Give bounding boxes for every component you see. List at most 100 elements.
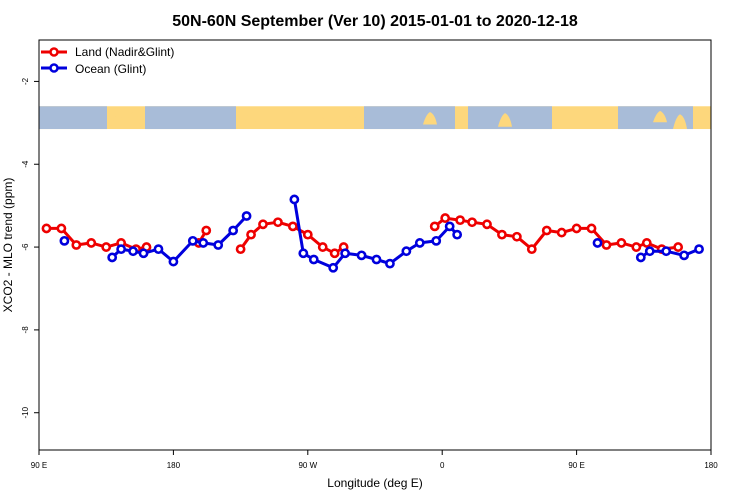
data-point bbox=[541, 225, 552, 236]
data-point bbox=[616, 238, 627, 248]
legend-ocean-marker bbox=[49, 63, 59, 73]
data-point bbox=[201, 225, 212, 236]
x-tick-label: 0 bbox=[440, 461, 445, 470]
data-point bbox=[213, 240, 224, 250]
legend-ocean-label: Ocean (Glint) bbox=[75, 62, 146, 76]
data-point bbox=[308, 254, 319, 265]
legend-land-marker bbox=[49, 47, 59, 57]
legend: Land (Nadir&Glint) Ocean (Glint) bbox=[41, 45, 174, 76]
data-point bbox=[86, 238, 97, 248]
data-point bbox=[228, 225, 239, 236]
data-point bbox=[511, 231, 522, 242]
data-point bbox=[444, 221, 455, 232]
data-point bbox=[329, 248, 340, 259]
data-point bbox=[431, 235, 442, 246]
map-strip-landmass bbox=[653, 110, 667, 123]
y-axis-label: XCO2 - MLO trend (ppm) bbox=[1, 178, 15, 313]
data-point bbox=[101, 242, 112, 252]
data-point bbox=[661, 246, 672, 257]
data-point bbox=[246, 229, 256, 240]
data-point bbox=[673, 242, 684, 252]
data-point bbox=[235, 244, 246, 255]
series-land bbox=[41, 213, 684, 259]
data-point bbox=[168, 256, 179, 267]
y-axis: -2 -4 -6 -8 -10 bbox=[21, 77, 39, 419]
data-point bbox=[401, 246, 412, 257]
map-strip-ocean bbox=[468, 106, 552, 130]
data-point bbox=[635, 252, 646, 263]
data-point bbox=[601, 240, 612, 250]
data-point bbox=[694, 244, 704, 255]
data-point bbox=[455, 215, 466, 226]
series-ocean bbox=[59, 194, 704, 273]
data-point bbox=[298, 248, 309, 259]
data-point bbox=[198, 238, 209, 248]
map-strip-ocean bbox=[39, 106, 107, 130]
x-tick-label: 90 W bbox=[298, 461, 317, 470]
y-tick-label: -8 bbox=[21, 326, 30, 334]
map-strip-landmass bbox=[423, 111, 437, 125]
x-tick-label: 180 bbox=[704, 461, 718, 470]
data-point bbox=[586, 223, 597, 234]
map-strip-landmass bbox=[243, 113, 257, 130]
legend-land-label: Land (Nadir&Glint) bbox=[75, 45, 174, 59]
x-tick-label: 180 bbox=[167, 461, 181, 470]
map-strip-landmass bbox=[498, 113, 512, 127]
data-point bbox=[340, 248, 351, 259]
data-point bbox=[116, 244, 127, 255]
x-axis: 90 E 180 90 W 0 90 E 180 bbox=[31, 450, 718, 470]
data-point bbox=[317, 242, 328, 252]
data-point bbox=[71, 240, 82, 250]
data-point bbox=[258, 219, 268, 230]
x-tick-label: 90 E bbox=[568, 461, 584, 470]
map-strip-landmass bbox=[283, 110, 297, 123]
data-point bbox=[641, 238, 652, 248]
data-point bbox=[241, 211, 252, 221]
data-point bbox=[328, 262, 339, 273]
data-point bbox=[128, 246, 138, 257]
data-point bbox=[385, 258, 395, 269]
data-point bbox=[556, 227, 567, 238]
map-strip bbox=[39, 106, 711, 130]
data-point bbox=[571, 223, 582, 234]
data-point bbox=[302, 229, 313, 240]
data-point bbox=[467, 217, 477, 228]
chart-title: 50N-60N September (Ver 10) 2015-01-01 to… bbox=[172, 13, 578, 30]
data-point bbox=[371, 254, 382, 265]
data-point bbox=[644, 246, 655, 257]
data-point bbox=[592, 238, 603, 248]
data-point bbox=[289, 194, 300, 205]
data-point bbox=[138, 248, 149, 259]
data-point bbox=[631, 242, 642, 252]
data-point bbox=[287, 221, 298, 232]
y-tick-label: -10 bbox=[21, 406, 30, 418]
data-point bbox=[497, 229, 507, 240]
map-strip-landmass bbox=[345, 114, 359, 127]
plot-frame bbox=[38, 39, 712, 451]
map-strip-landmass bbox=[111, 114, 125, 127]
data-point bbox=[526, 244, 537, 255]
y-tick-label: -2 bbox=[21, 77, 30, 85]
y-tick-label: -4 bbox=[21, 160, 30, 168]
data-point bbox=[59, 235, 70, 246]
series-layer bbox=[41, 194, 704, 273]
data-point bbox=[107, 252, 118, 263]
data-point bbox=[41, 223, 52, 234]
data-point bbox=[429, 221, 440, 232]
data-point bbox=[187, 235, 198, 246]
map-strip-landmass bbox=[313, 115, 327, 130]
map-strip-landmass bbox=[673, 114, 687, 130]
map-strip-ocean bbox=[145, 106, 236, 130]
y-tick-label: -6 bbox=[21, 243, 30, 251]
x-axis-label: Longitude (deg E) bbox=[327, 476, 422, 490]
data-point bbox=[273, 217, 283, 228]
map-strip-ocean bbox=[364, 106, 455, 130]
data-point bbox=[153, 244, 164, 255]
map-strip-landmass bbox=[126, 111, 140, 125]
data-point bbox=[482, 219, 492, 230]
data-point bbox=[356, 250, 367, 261]
data-point bbox=[440, 213, 451, 223]
data-point bbox=[452, 229, 463, 240]
data-point bbox=[56, 223, 67, 234]
